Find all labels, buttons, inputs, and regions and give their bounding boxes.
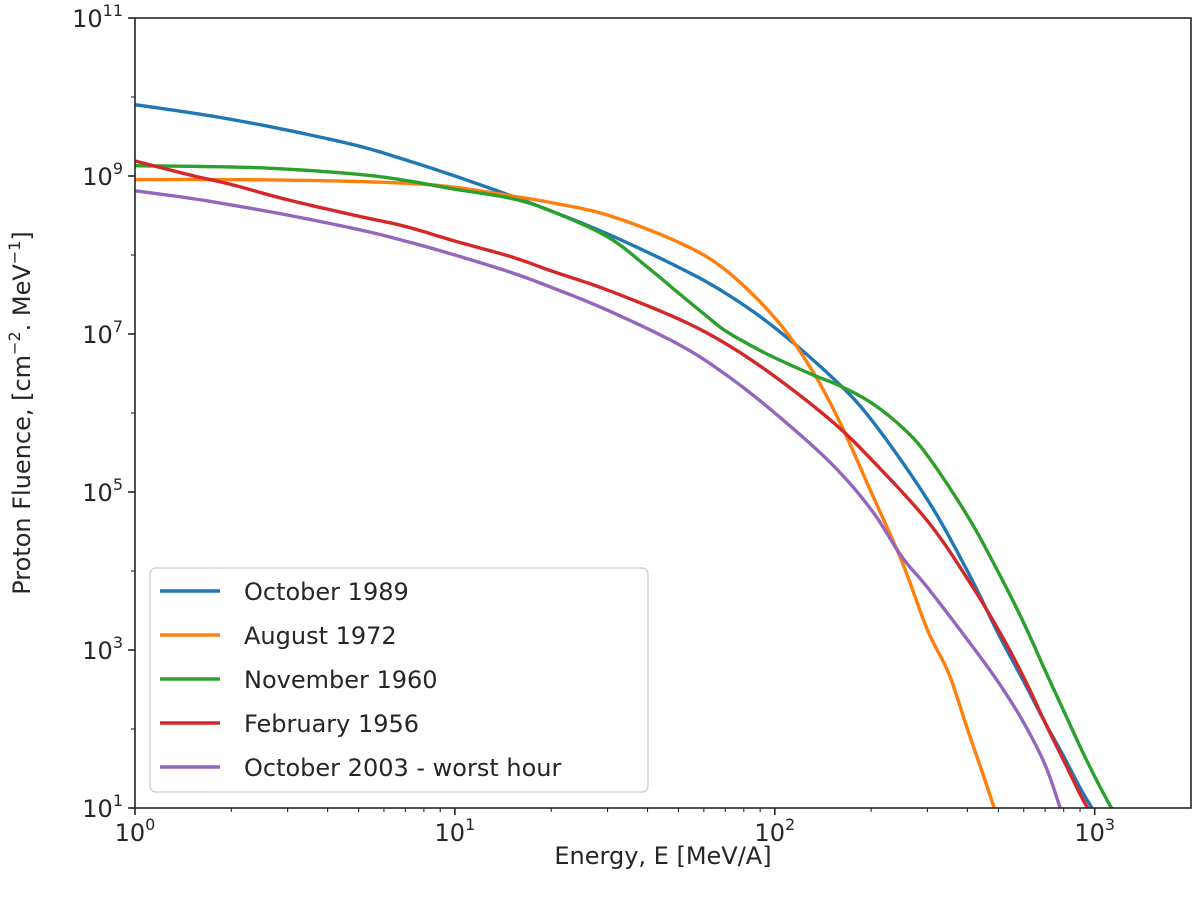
tick-exponent: 11	[103, 1, 123, 20]
legend-label: October 2003 - worst hour	[244, 754, 562, 782]
y-axis-title-exp2: −1	[5, 241, 24, 265]
x-tick-label: 100	[115, 815, 156, 847]
tick-base: 10	[754, 819, 785, 847]
x-tick-label: 103	[1074, 815, 1115, 847]
y-axis-title-exp1: −2	[5, 331, 24, 355]
legend-label: October 1989	[244, 578, 409, 606]
plot-series	[134, 102, 1114, 810]
tick-base: 10	[82, 321, 113, 349]
x-tick-label: 101	[435, 815, 476, 847]
y-axis-title-main: Proton Fluence, [cm	[8, 355, 36, 595]
y-tick-label: 105	[82, 475, 123, 507]
y-tick-label: 103	[82, 633, 123, 665]
tick-exponent: 2	[785, 815, 795, 834]
legend: October 1989 August 1972 November 1960 Febr…	[149, 567, 649, 793]
tick-exponent: 3	[113, 633, 123, 652]
tick-exponent: 1	[465, 815, 475, 834]
series-line-4	[134, 159, 1090, 809]
tick-exponent: 9	[113, 159, 123, 178]
tick-base: 10	[82, 637, 113, 665]
y-tick-label: 107	[82, 317, 123, 349]
x-axis-ticks: 100 101 102 103	[115, 808, 1115, 847]
tick-exponent: 3	[1105, 815, 1115, 834]
y-axis-title-mid: . MeV	[8, 264, 36, 332]
y-tick-label: 101	[82, 791, 123, 823]
legend-label: February 1956	[244, 710, 419, 738]
tick-base: 10	[1074, 819, 1105, 847]
tick-base: 10	[115, 819, 146, 847]
tick-exponent: 0	[145, 815, 155, 834]
y-tick-label: 1011	[72, 1, 123, 33]
tick-exponent: 7	[113, 317, 123, 336]
tick-exponent: 1	[113, 791, 123, 810]
tick-exponent: 5	[113, 475, 123, 494]
series-line-5	[134, 189, 1062, 809]
legend-label: August 1972	[244, 622, 397, 650]
tick-base: 10	[435, 819, 466, 847]
x-axis-title: Energy, E [MeV/A]	[554, 842, 771, 870]
x-tick-label: 102	[754, 815, 795, 847]
y-axis-title-end: ]	[8, 231, 36, 240]
tick-base: 10	[82, 163, 113, 191]
tick-base: 10	[82, 795, 113, 823]
tick-base: 10	[82, 479, 113, 507]
tick-base: 10	[72, 5, 103, 33]
plot-frame	[134, 17, 1192, 809]
y-axis-title: Proton Fluence, [cm−2. MeV−1]	[5, 231, 36, 595]
legend-entries: October 1989 August 1972 November 1960 Febr…	[160, 578, 562, 782]
series-line-3	[134, 164, 1114, 810]
legend-box	[149, 567, 649, 793]
series-line-2	[135, 177, 996, 809]
y-tick-label: 109	[82, 159, 123, 191]
legend-label: November 1960	[244, 666, 438, 694]
